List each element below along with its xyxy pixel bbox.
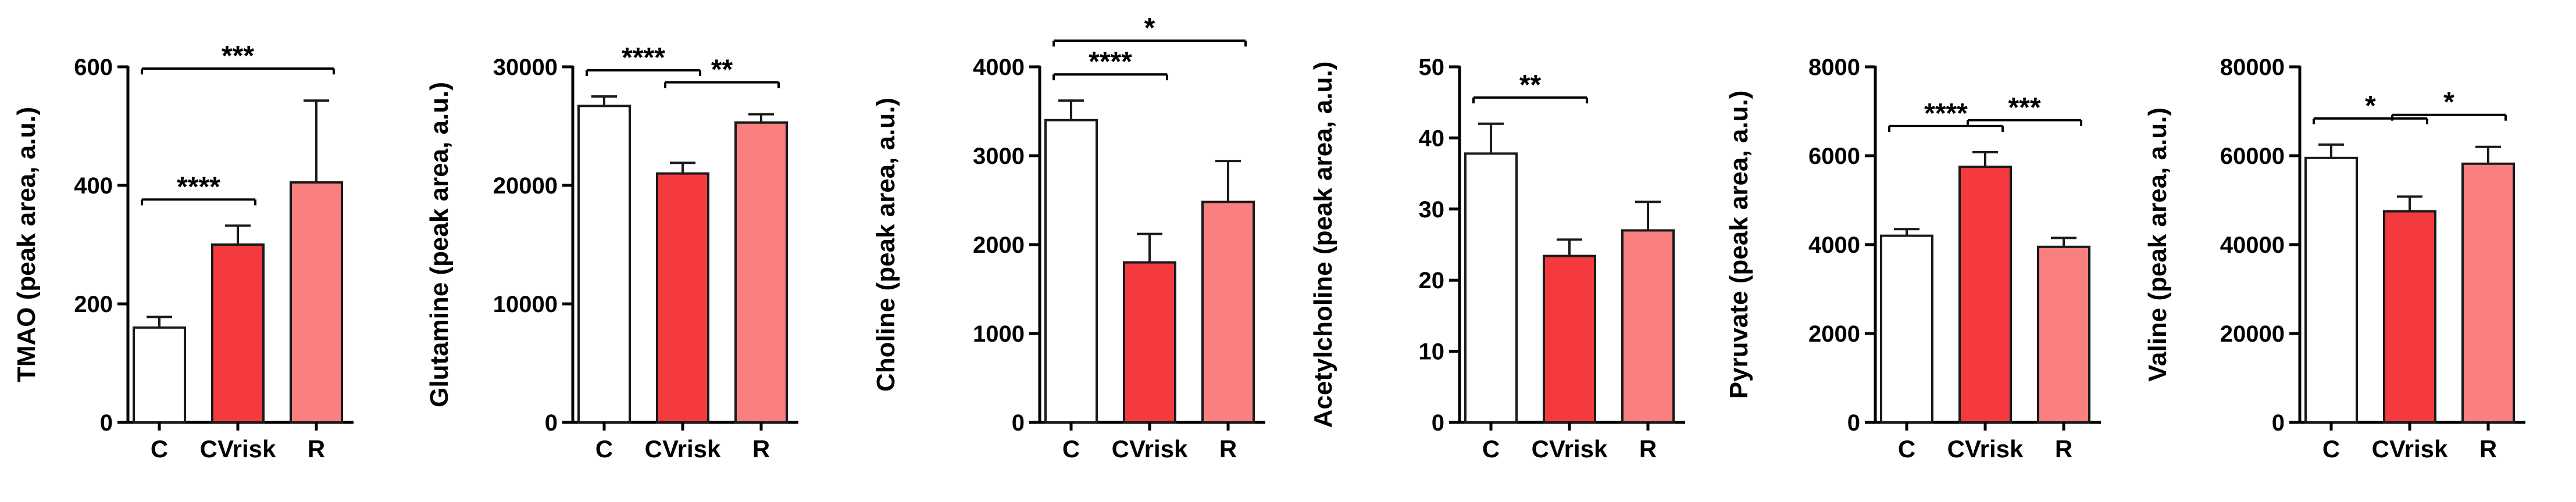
bar-r bbox=[290, 181, 343, 424]
y-tick-label: 40000 bbox=[2220, 232, 2285, 258]
y-tick-label: 10 bbox=[1419, 339, 1445, 365]
bar-r bbox=[734, 121, 788, 424]
x-tick-label: C bbox=[1898, 435, 1915, 462]
x-tick-label: C bbox=[2322, 435, 2340, 462]
chart-panel-4: 0 10 20 30 40 50 Acetylcholine (peak area, a.u… bbox=[1309, 55, 1685, 462]
y-axis-label: Glutamine (peak area, a.u.) bbox=[425, 82, 454, 407]
y-tick-label: 200 bbox=[74, 292, 113, 317]
y-tick-label: 30 bbox=[1419, 197, 1445, 223]
x-tick-label: R bbox=[752, 435, 770, 462]
significance-label: **** bbox=[177, 171, 220, 202]
bar-cvrisk bbox=[211, 243, 265, 424]
bar-cvrisk bbox=[2383, 210, 2436, 424]
bar-cvrisk bbox=[1958, 166, 2012, 424]
y-tick-label: 50 bbox=[1419, 55, 1445, 80]
x-tick-label: C bbox=[1062, 435, 1080, 462]
y-tick-label: 60000 bbox=[2220, 144, 2285, 169]
x-tick-label: C bbox=[151, 435, 168, 462]
y-tick-label: 2000 bbox=[1808, 321, 1860, 347]
significance-label: ** bbox=[1519, 70, 1542, 101]
chart-panel-3: 0 1000 2000 3000 4000 Choline (peak area, a.u… bbox=[872, 13, 1265, 462]
significance-label: **** bbox=[1089, 46, 1132, 77]
y-tick-label: 0 bbox=[1847, 410, 1860, 436]
y-tick-label: 10000 bbox=[493, 292, 558, 317]
chart-panel-2: 0 10000 20000 30000 Glutamine (peak area, a.… bbox=[425, 42, 798, 462]
bar-cvrisk bbox=[656, 172, 709, 424]
significance-label: **** bbox=[1924, 98, 1968, 129]
x-tick-label: R bbox=[1639, 435, 1657, 462]
y-tick-label: 600 bbox=[74, 55, 113, 80]
y-tick-label: 0 bbox=[545, 410, 558, 436]
y-tick-label: 4000 bbox=[1808, 232, 1860, 258]
bar-c bbox=[1880, 234, 1933, 424]
x-tick-label: R bbox=[2055, 435, 2072, 462]
bar-r bbox=[2461, 162, 2515, 424]
y-tick-label: 4000 bbox=[973, 55, 1025, 80]
y-tick-label: 20000 bbox=[493, 173, 558, 199]
y-tick-label: 1000 bbox=[973, 321, 1025, 347]
y-tick-label: 0 bbox=[1012, 410, 1025, 436]
significance-label: * bbox=[2443, 87, 2454, 118]
y-tick-label: 30000 bbox=[493, 55, 558, 80]
x-tick-label: CVrisk bbox=[1947, 435, 2024, 462]
chart-panel-6: 0 20000 40000 60000 80000 Valine (peak area, … bbox=[2143, 55, 2525, 462]
y-tick-label: 0 bbox=[1432, 410, 1444, 436]
y-tick-label: 3000 bbox=[973, 144, 1025, 169]
y-tick-label: 80000 bbox=[2220, 55, 2285, 80]
y-tick-label: 6000 bbox=[1808, 144, 1860, 169]
y-axis-label: TMAO (peak area, a.u.) bbox=[12, 107, 41, 382]
x-tick-label: CVrisk bbox=[2372, 435, 2448, 462]
significance-label: **** bbox=[622, 42, 665, 73]
x-tick-label: R bbox=[308, 435, 325, 462]
bar-c bbox=[577, 105, 631, 424]
x-tick-label: C bbox=[595, 435, 613, 462]
chart-panel-5: 0 2000 4000 6000 8000 Pyruvate (peak area, a.… bbox=[1725, 55, 2101, 462]
bar-r bbox=[2037, 245, 2090, 424]
x-tick-label: C bbox=[1482, 435, 1500, 462]
x-tick-label: CVrisk bbox=[1532, 435, 1608, 462]
y-axis-label: Valine (peak area, a.u.) bbox=[2143, 107, 2172, 382]
bar-c bbox=[2304, 156, 2358, 424]
y-axis-label: Choline (peak area, a.u.) bbox=[872, 98, 900, 392]
bar-cvrisk bbox=[1123, 261, 1176, 424]
significance-label: * bbox=[1144, 13, 1155, 44]
significance-label: ** bbox=[711, 55, 733, 85]
y-axis-label: Acetylcholine (peak area, a.u.) bbox=[1309, 62, 1337, 428]
x-tick-label: R bbox=[2479, 435, 2497, 462]
significance-label: * bbox=[2365, 91, 2376, 121]
bar-c bbox=[133, 326, 186, 424]
x-tick-label: CVrisk bbox=[200, 435, 276, 462]
y-tick-label: 20000 bbox=[2220, 321, 2285, 347]
x-tick-label: R bbox=[1219, 435, 1237, 462]
bar-c bbox=[1464, 152, 1518, 424]
y-tick-label: 0 bbox=[2272, 410, 2285, 436]
bar-c bbox=[1044, 119, 1098, 424]
significance-label: *** bbox=[222, 41, 254, 71]
y-tick-label: 0 bbox=[100, 410, 113, 436]
y-tick-label: 20 bbox=[1419, 268, 1445, 293]
y-axis-label: Pyruvate (peak area, a.u.) bbox=[1725, 91, 1753, 399]
x-tick-label: CVrisk bbox=[645, 435, 721, 462]
bar-cvrisk bbox=[1543, 254, 1596, 424]
bar-r bbox=[1621, 229, 1675, 424]
y-tick-label: 400 bbox=[74, 173, 113, 199]
significance-label: *** bbox=[2008, 92, 2040, 123]
y-tick-label: 2000 bbox=[973, 232, 1025, 258]
y-tick-label: 40 bbox=[1419, 126, 1445, 151]
chart-panel-1: 0 200 400 600 TMAO (peak area, a.u.) C CVrisk R… bbox=[12, 41, 354, 462]
bar-r bbox=[1201, 200, 1255, 424]
x-tick-label: CVrisk bbox=[1112, 435, 1188, 462]
y-tick-label: 8000 bbox=[1808, 55, 1860, 80]
